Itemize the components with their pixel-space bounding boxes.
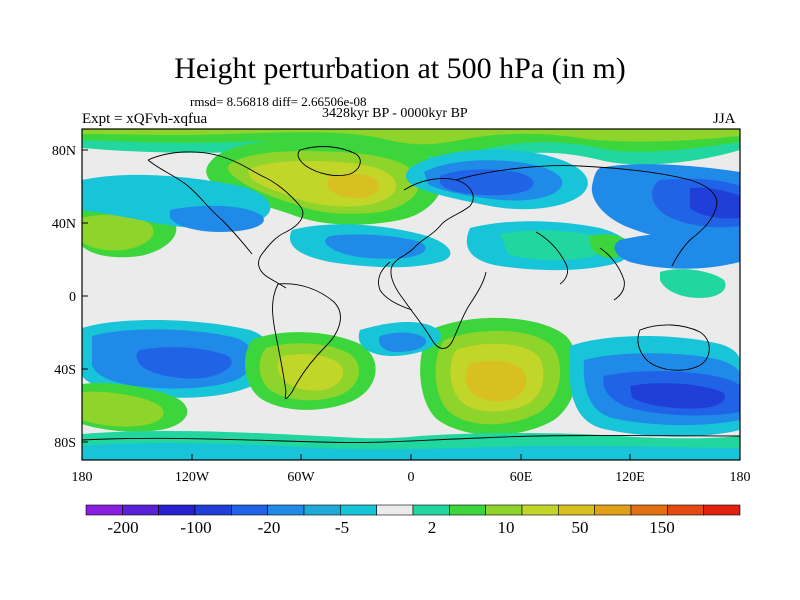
lat-tick-label: 80S [54, 436, 76, 451]
lon-tick-label: 120E [615, 470, 645, 485]
coastlines [82, 146, 740, 443]
stats-text: rmsd= 8.56818 diff= 2.66506e-08 [190, 94, 367, 109]
map-title: Height perturbation at 500 hPa (in m) [174, 52, 626, 85]
colorbar-swatch [158, 504, 196, 516]
experiment-label: Expt = xQFvh-xqfua [82, 111, 208, 127]
colorbar-swatch [194, 504, 232, 516]
colorbar-label: -20 [258, 518, 281, 537]
colorbar-label: 2 [428, 518, 437, 537]
lon-tick-label: 60W [287, 470, 315, 485]
colorbar-label: -100 [180, 518, 211, 537]
colorbar-label: 50 [572, 518, 589, 537]
colorbar-swatch [303, 504, 341, 516]
colorbar-swatch [703, 504, 741, 516]
colorbar-swatch [558, 504, 595, 516]
lon-tick-label: 180 [72, 470, 93, 485]
axis-ticks [81, 149, 741, 460]
colorbar-swatch [449, 504, 486, 516]
lat-tick-label: 40S [54, 363, 76, 378]
colorbar-swatch [521, 504, 559, 516]
colorbar-swatch [376, 504, 414, 516]
colorbar [85, 504, 741, 516]
colorbar-swatch [122, 504, 159, 516]
lon-tick-label: 0 [408, 470, 415, 485]
colorbar-swatch [667, 504, 704, 516]
colorbar-label: -200 [107, 518, 138, 537]
period-label: 3428kyr BP - 0000kyr BP [322, 106, 468, 121]
lat-tick-label: 40N [52, 217, 76, 232]
colorbar-swatch [85, 504, 123, 516]
colorbar-swatch [630, 504, 668, 516]
colorbar-swatch [485, 504, 523, 516]
colorbar-swatch [231, 504, 268, 516]
colorbar-label: -5 [335, 518, 349, 537]
colorbar-label: 150 [649, 518, 675, 537]
lon-tick-label: 120W [175, 470, 210, 485]
lat-tick-label: 0 [69, 290, 76, 305]
colorbar-label: 10 [498, 518, 515, 537]
colorbar-swatch [412, 504, 450, 516]
colorbar-swatch [340, 504, 377, 516]
season-label: JJA [713, 111, 736, 127]
colorbar-swatch [267, 504, 305, 516]
contour-field [82, 129, 740, 460]
colorbar-swatch [594, 504, 632, 516]
lon-tick-label: 60E [510, 470, 533, 485]
lat-tick-label: 80N [52, 144, 76, 159]
lon-tick-label: 180 [730, 470, 751, 485]
